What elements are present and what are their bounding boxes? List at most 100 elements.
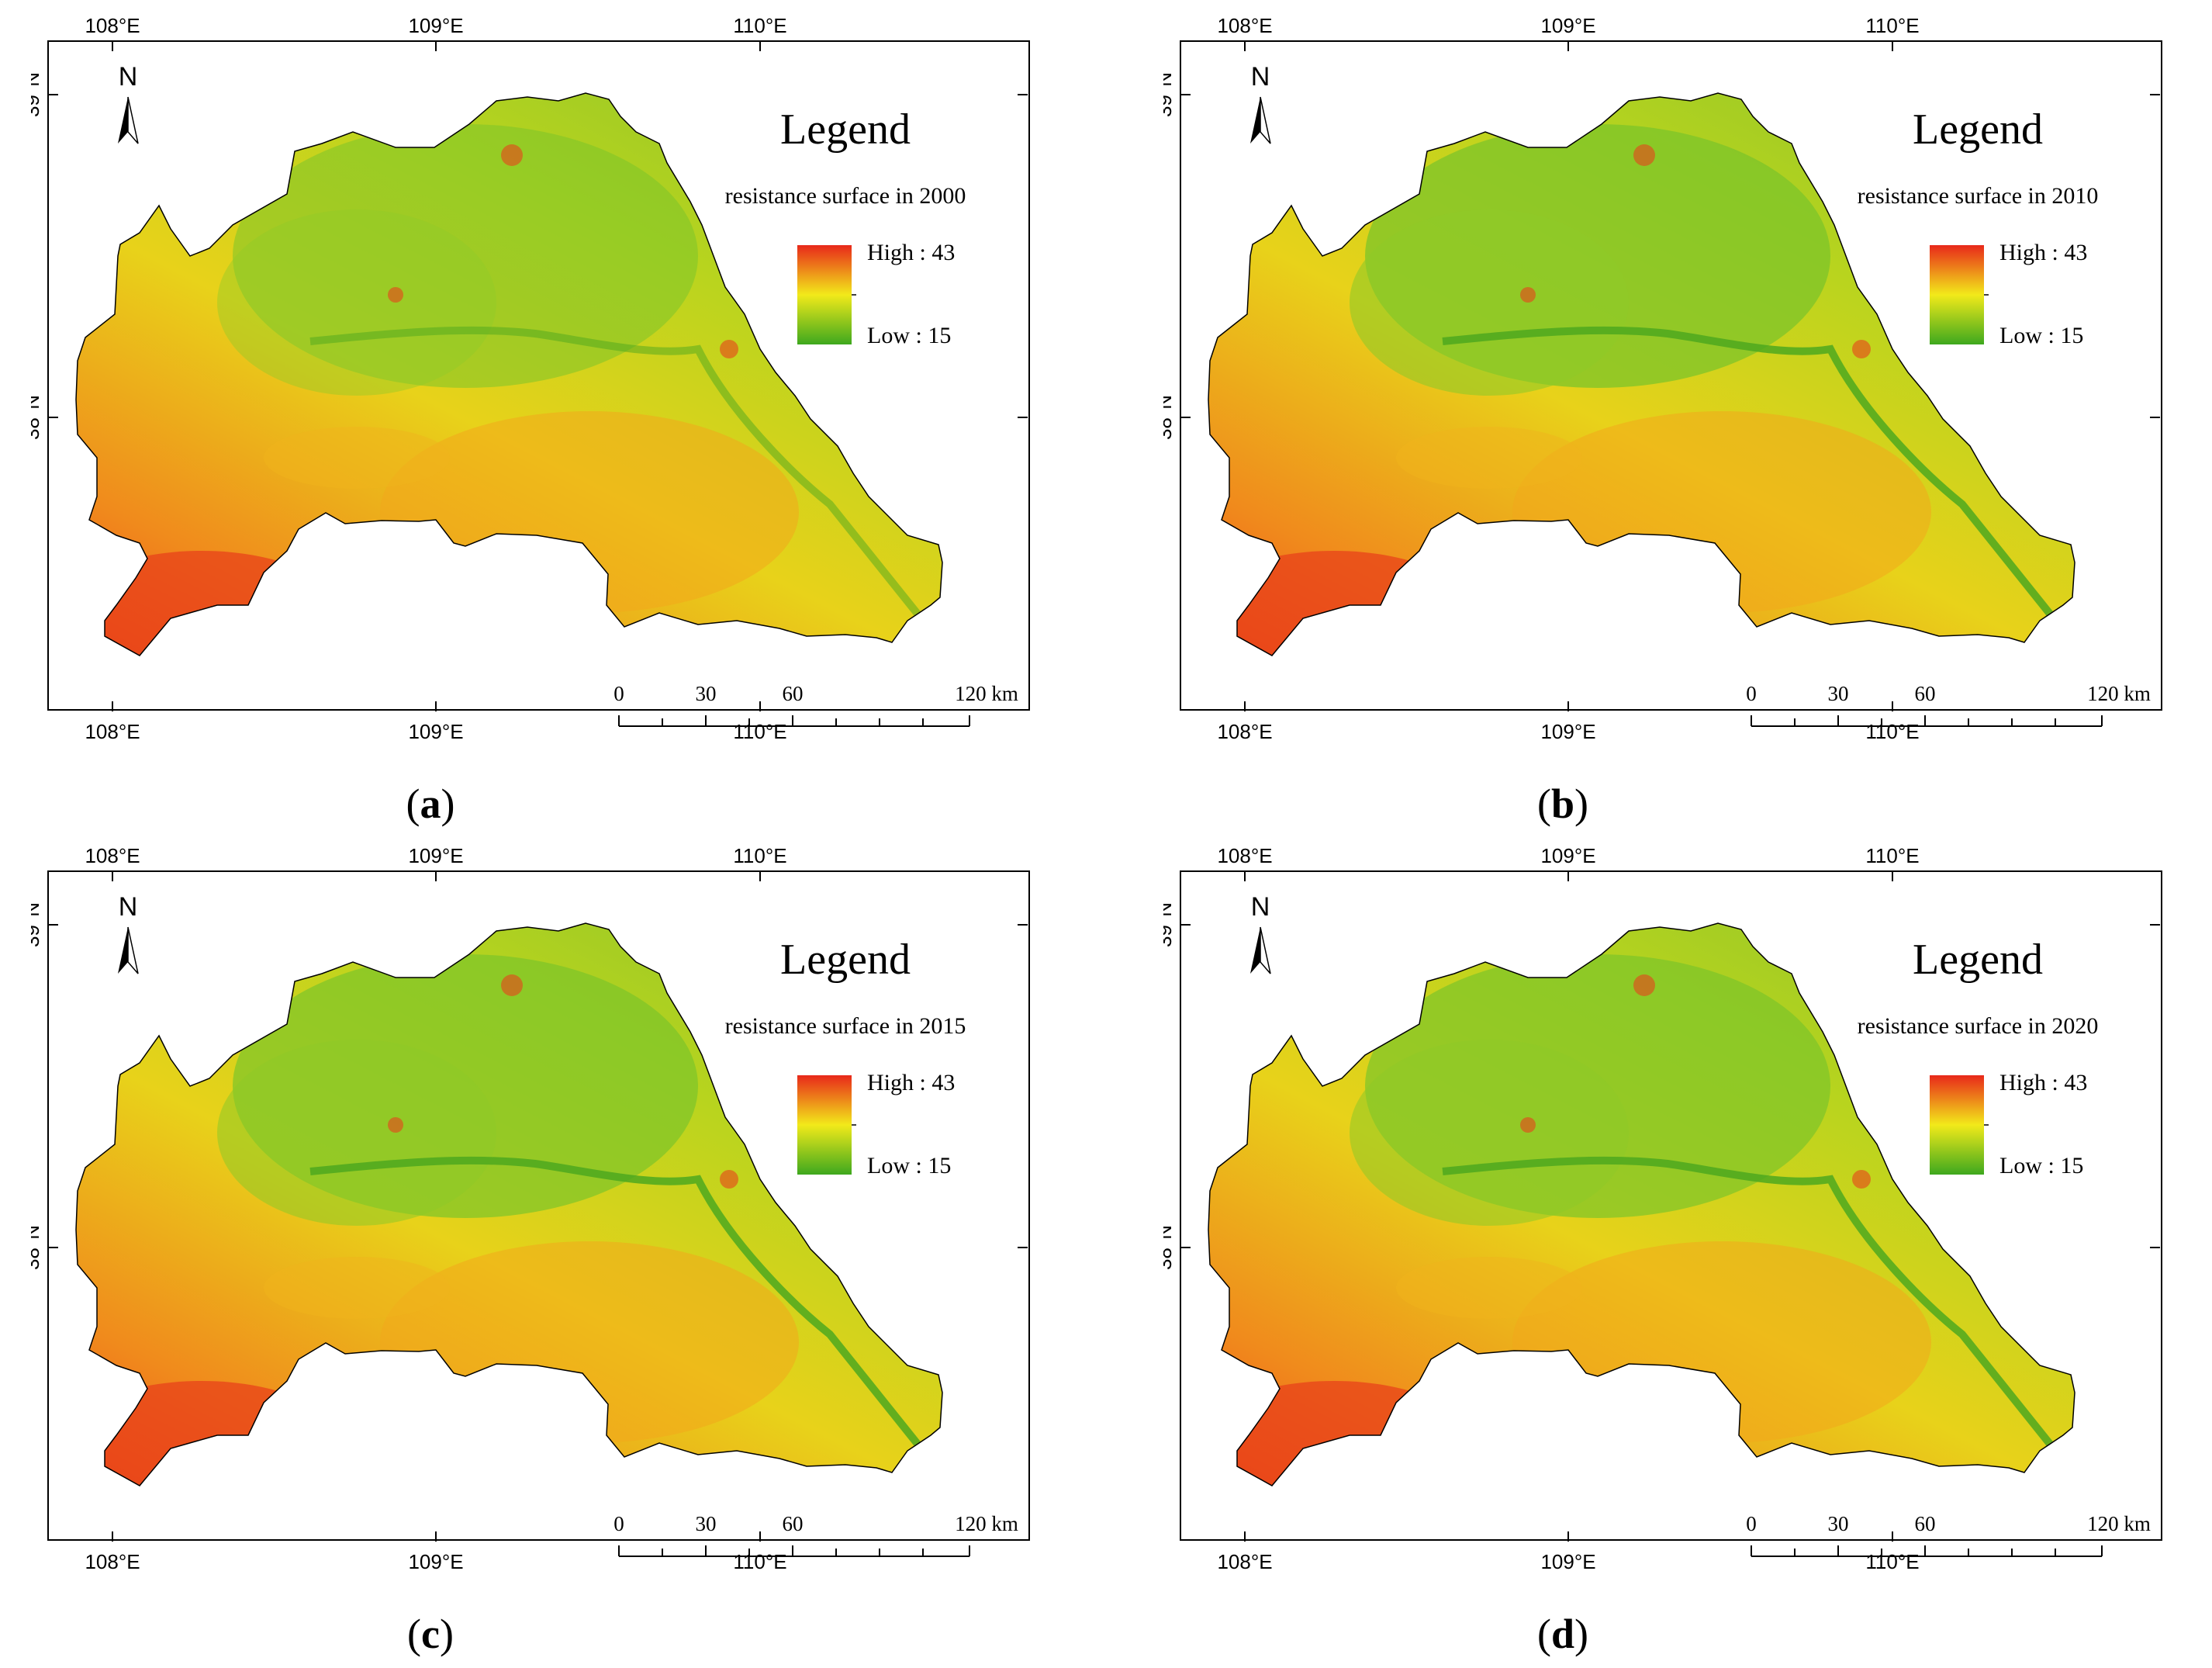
lon-label-bottom: 109°E	[408, 720, 463, 743]
caption-letter: a	[420, 780, 441, 827]
north-arrow-icon	[118, 926, 139, 974]
high-resistance-patch	[720, 1170, 738, 1189]
scale-bar-label: 60	[783, 682, 804, 705]
legend-subtitle: resistance surface in 2000	[725, 183, 966, 209]
map-svg: 108°E108°E109°E109°E110°E110°E39°N39°N38…	[31, 844, 1030, 1573]
legend-high-label: High : 43	[1999, 1070, 2087, 1095]
lat-label-left: 38°N	[31, 1225, 43, 1270]
high-resistance-patch	[1520, 287, 1536, 303]
river-corridor	[1442, 1156, 2058, 1454]
legend-subtitle: resistance surface in 2010	[1858, 183, 2099, 209]
lon-label-bottom: 108°E	[1217, 1550, 1272, 1573]
lat-label-left: 39°N	[1163, 902, 1176, 947]
legend-color-ramp	[1930, 1075, 1984, 1175]
river-corridor	[309, 326, 926, 624]
lon-label-bottom: 108°E	[85, 720, 140, 743]
high-resistance-patch	[1852, 1170, 1871, 1189]
legend-subtitle: resistance surface in 2015	[725, 1013, 966, 1039]
lon-label-top: 109°E	[1540, 14, 1595, 37]
legend-color-ramp	[797, 245, 852, 344]
legend-low-label: Low : 15	[867, 323, 951, 348]
legend-title: Legend	[780, 106, 911, 154]
lon-label-top: 110°E	[733, 844, 786, 867]
lon-label-top: 109°E	[408, 14, 463, 37]
scale-bar-label: 30	[696, 1512, 717, 1535]
north-arrow-icon	[1250, 926, 1271, 974]
legend-color-ramp	[1930, 245, 1984, 344]
legend-subtitle: resistance surface in 2020	[1858, 1013, 2099, 1039]
high-resistance-patch	[501, 144, 523, 166]
lon-label-bottom: 108°E	[1217, 720, 1272, 743]
lon-label-bottom: 109°E	[408, 1550, 463, 1573]
high-resistance-patch	[501, 974, 523, 996]
lat-label-left: 39°N	[1163, 72, 1176, 117]
scale-bar	[618, 715, 970, 727]
scale-bar-label: 120 km	[955, 1512, 1018, 1535]
legend-title: Legend	[1913, 936, 2043, 984]
high-resistance-patch	[1520, 1117, 1536, 1133]
river-corridor	[309, 1156, 926, 1454]
map-svg: 108°E108°E109°E109°E110°E110°E39°N39°N38…	[1163, 844, 2162, 1573]
scale-bar-label: 30	[1828, 682, 1849, 705]
lon-label-top: 108°E	[1217, 844, 1272, 867]
lat-label-left: 39°N	[31, 902, 43, 947]
scale-bar	[1751, 715, 2103, 727]
region-outline	[1208, 922, 2075, 1486]
lon-label-top: 110°E	[1865, 14, 1919, 37]
region-outline	[75, 92, 943, 656]
panel-caption: (a)	[406, 780, 455, 827]
map-panel-c: 108°E108°E109°E109°E110°E110°E39°N39°N38…	[31, 838, 1032, 1575]
map-svg: 108°E108°E109°E109°E110°E110°E39°N39°N38…	[1163, 14, 2162, 743]
scale-bar-label: 60	[1915, 1512, 1936, 1535]
lon-label-top: 109°E	[1540, 844, 1595, 867]
map-panel-b: 108°E108°E109°E109°E110°E110°E39°N39°N38…	[1163, 8, 2164, 745]
low-resistance-zone	[217, 209, 496, 396]
lat-label-left: 38°N	[31, 395, 43, 440]
legend-high-label: High : 43	[1999, 240, 2087, 265]
mid-resistance-zone	[1396, 427, 1582, 489]
panel-caption: (b)	[1536, 780, 1588, 827]
legend-low-label: Low : 15	[867, 1153, 951, 1178]
caption-letter: d	[1550, 1611, 1575, 1657]
panel-caption: (d)	[1536, 1611, 1588, 1657]
lon-label-bottom: 109°E	[1540, 720, 1595, 743]
low-resistance-zone	[1350, 1040, 1629, 1226]
scale-bar-label: 0	[613, 682, 624, 705]
lon-label-top: 110°E	[1865, 844, 1919, 867]
caption-letter: c	[421, 1611, 440, 1657]
scale-bar-label: 60	[1915, 682, 1936, 705]
map-panel-a: 108°E108°E109°E109°E110°E110°E39°N39°N38…	[31, 8, 1032, 745]
scale-bar	[1751, 1545, 2103, 1557]
river-corridor	[1442, 326, 2058, 624]
region-outline	[1208, 92, 2075, 656]
north-arrow-label: N	[1251, 892, 1270, 922]
low-resistance-zone	[217, 1040, 496, 1226]
lon-label-bottom: 110°E	[1865, 1550, 1919, 1573]
lon-label-bottom: 110°E	[1865, 720, 1919, 743]
high-resistance-patch	[1852, 340, 1871, 358]
scale-bar	[618, 1545, 970, 1557]
scale-bar-label: 0	[1746, 682, 1757, 705]
scale-bar-label: 120 km	[955, 682, 1018, 705]
legend-title: Legend	[780, 936, 911, 984]
lon-label-top: 108°E	[85, 844, 140, 867]
lon-label-bottom: 110°E	[733, 1550, 786, 1573]
lon-label-top: 108°E	[85, 14, 140, 37]
caption-letter: b	[1550, 780, 1575, 827]
map-panel-d: 108°E108°E109°E109°E110°E110°E39°N39°N38…	[1163, 838, 2164, 1575]
mid-resistance-zone	[1396, 1257, 1582, 1319]
lon-label-top: 108°E	[1217, 14, 1272, 37]
legend-high-label: High : 43	[867, 1070, 955, 1095]
north-arrow-icon	[118, 96, 139, 144]
legend-low-label: Low : 15	[1999, 1153, 2083, 1178]
lon-label-top: 109°E	[408, 844, 463, 867]
lon-label-bottom: 109°E	[1540, 1550, 1595, 1573]
lat-label-left: 39°N	[31, 72, 43, 117]
high-resistance-patch	[1633, 974, 1655, 996]
north-arrow-icon	[1250, 96, 1271, 144]
scale-bar-label: 30	[1828, 1512, 1849, 1535]
lat-label-left: 38°N	[1163, 395, 1176, 440]
high-resistance-patch	[388, 1117, 403, 1133]
lat-label-left: 38°N	[1163, 1225, 1176, 1270]
scale-bar-label: 0	[613, 1512, 624, 1535]
